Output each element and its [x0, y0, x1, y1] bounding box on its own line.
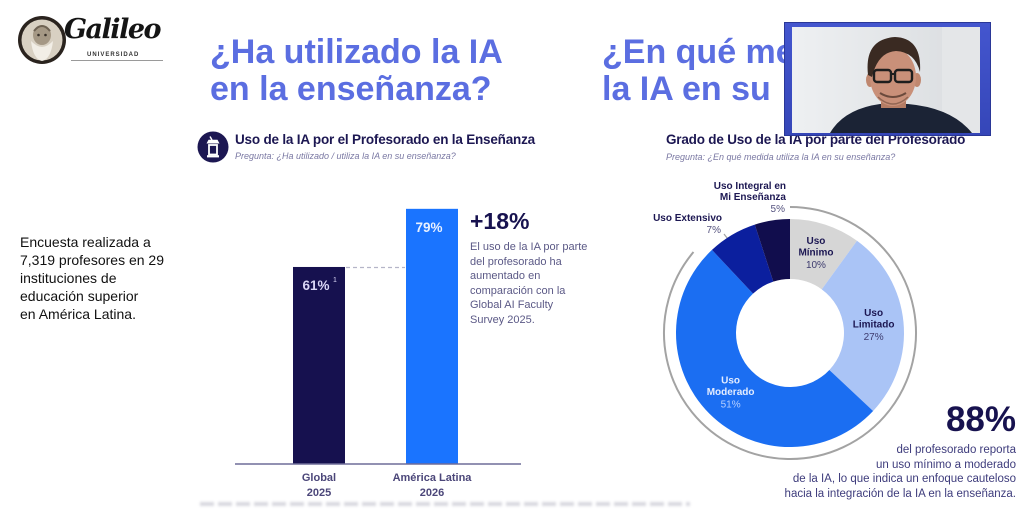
slice-label: Uso Extensivo [653, 213, 722, 224]
increase-description-line: del profesorado ha [470, 255, 562, 268]
summary-description-line: de la IA, lo que indica un enfoque caute… [792, 473, 1016, 486]
survey-description-line: educación superior [20, 288, 139, 304]
slice-label: Mi Enseñanza [720, 192, 787, 203]
donut-slice-uso-limitado [821, 240, 904, 412]
summary-description-line: un uso mínimo a moderado [876, 458, 1016, 471]
bar-chart-question: Pregunta: ¿Ha utilizado / utiliza la IA … [235, 151, 456, 161]
bar-value-label: 79% [415, 220, 442, 235]
slice-value-label: 51% [721, 399, 741, 410]
footnote-blurred [200, 502, 690, 506]
increase-description-line: Global AI Faculty [470, 299, 554, 312]
slice-label: Mínimo [798, 248, 833, 259]
increase-description: El uso de la IA por parte del profesorad… [470, 240, 587, 328]
bar-category-label: Global [302, 472, 336, 484]
slice-value-label: 5% [771, 204, 786, 215]
bar-category-label: 2026 [420, 487, 444, 499]
lectern-icon [197, 131, 229, 163]
summary-description-line: hacia la integración de la IA en la ense… [784, 487, 1016, 500]
donut-slice-uso-extensivo [711, 224, 774, 294]
logo-wordmark: Galileo [64, 14, 162, 45]
donut-slice-uso-minimo [790, 219, 858, 290]
bar-america-latina-2026 [406, 208, 458, 464]
heading-usage: ¿Ha utilizado la IA en la enseñanza? [210, 34, 503, 108]
donut-chart-question: Pregunta: ¿En qué medida utiliza la IA e… [666, 152, 896, 162]
heading-line: en la enseñanza? [210, 70, 492, 108]
bar-chart: 61% Global 2025 79% América Latina 2026 1 [235, 208, 521, 499]
slice-label: Limitado [853, 320, 895, 331]
logo-divider [71, 60, 163, 61]
donut-slice-uso-integral-en-mi-ensenanza [754, 219, 790, 282]
survey-description: Encuesta realizada a 7,319 profesores en… [20, 233, 164, 323]
survey-description-line: en América Latina. [20, 306, 136, 322]
survey-description-line: 7,319 profesores en 29 [20, 252, 164, 268]
galileo-portrait-icon [18, 16, 66, 64]
university-logo: Galileo UNIVERSIDAD [14, 12, 164, 67]
summary-highlight: 88% del profesorado reporta un uso mínim… [785, 401, 1016, 501]
bar-category-label: América Latina [393, 472, 473, 484]
slice-label: Uso [864, 308, 883, 319]
summary-description-line: del profesorado reporta [896, 444, 1016, 456]
slice-label: Uso [807, 236, 826, 247]
survey-description-line: Encuesta realizada a [20, 234, 151, 250]
increase-value: +18% [470, 208, 530, 234]
donut-chart: UsoMínimo10%UsoLimitado27%UsoModerado51%… [653, 181, 917, 460]
footnote-marker: 1 [333, 277, 337, 284]
summary-description: del profesorado reporta un uso mínimo a … [785, 443, 1016, 501]
increase-highlight: +18% El uso de la IA por parte del profe… [470, 208, 587, 328]
increase-description-line: aumentado en [470, 270, 541, 283]
bar-chart-title: Uso de la IA por el Profesorado en la En… [235, 132, 535, 147]
increase-description-line: comparación con la [470, 284, 566, 297]
slice-label: Moderado [707, 387, 755, 398]
webcam-video-overlay[interactable] [784, 22, 991, 136]
slice-label: Uso [721, 375, 740, 386]
logo-subtitle: UNIVERSIDAD [87, 52, 140, 58]
heading-line: ¿Ha utilizado la IA [210, 33, 503, 71]
summary-value: 88% [945, 400, 1016, 439]
increase-description-line: Survey 2025. [470, 313, 535, 326]
bar-category-label: 2025 [307, 487, 331, 499]
heading-degree: ¿En qué me la IA en su [602, 34, 795, 108]
bar-global-2025 [293, 266, 345, 464]
donut-slice-uso-moderado [676, 249, 874, 447]
presenter-video-feed [792, 27, 980, 133]
slice-value-label: 7% [707, 225, 722, 236]
slice-value-label: 10% [806, 260, 826, 271]
slice-label: Uso Integral en [714, 181, 786, 192]
increase-description-line: El uso de la IA por parte [470, 241, 588, 253]
survey-description-line: instituciones de [20, 270, 117, 286]
heading-line: ¿En qué me [602, 33, 795, 71]
slice-value-label: 27% [864, 332, 884, 343]
outer-bracket-arc [663, 206, 917, 460]
bar-value-label: 61% [302, 278, 329, 293]
heading-line: la IA en su [602, 70, 771, 108]
